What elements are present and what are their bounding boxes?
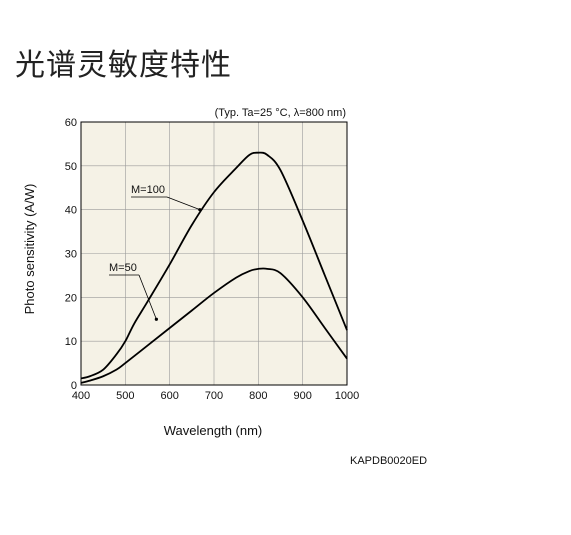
plot-frame — [80, 121, 348, 386]
leader-arrow — [154, 317, 158, 321]
series-lines — [80, 151, 348, 384]
leader-line — [166, 196, 200, 211]
series-line-m-100 — [80, 151, 348, 380]
y-tick-label: 40 — [65, 205, 77, 217]
y-tick-label: 0 — [71, 380, 77, 392]
y-tick-label: 60 — [65, 117, 77, 129]
x-tick-label: 400 — [72, 390, 90, 402]
x-axis-title: Wavelength (nm) — [164, 423, 263, 438]
conditions-note: (Typ. Ta=25 °C, λ=800 nm) — [215, 107, 346, 119]
series-label: M=50 — [109, 262, 137, 274]
leader-line — [138, 274, 157, 320]
x-tick-labels: 400 500 600 700 800 900 1000 — [72, 390, 359, 402]
y-tick-label: 20 — [65, 292, 77, 304]
y-tick-label: 50 — [65, 161, 77, 173]
x-tick-label: 800 — [249, 390, 267, 402]
y-axis-title: Photo sensitivity (A/W) — [22, 184, 37, 315]
leader-arrow — [198, 208, 202, 212]
annotations: M=100 M=50 — [109, 184, 202, 321]
figure-code: KAPDB0020ED — [350, 455, 427, 467]
y-tick-label: 30 — [65, 249, 77, 261]
x-tick-label: 500 — [116, 390, 134, 402]
x-tick-label: 600 — [160, 390, 178, 402]
y-tick-label: 10 — [65, 336, 77, 348]
page-title: 光谱灵敏度特性 — [15, 48, 232, 83]
y-tick-labels: 0 10 20 30 40 50 60 — [65, 117, 77, 392]
series-line-m-50 — [80, 267, 348, 384]
x-tick-label: 1000 — [335, 390, 359, 402]
x-tick-label: 700 — [205, 390, 223, 402]
x-tick-label: 900 — [293, 390, 311, 402]
series-label: M=100 — [131, 184, 165, 196]
